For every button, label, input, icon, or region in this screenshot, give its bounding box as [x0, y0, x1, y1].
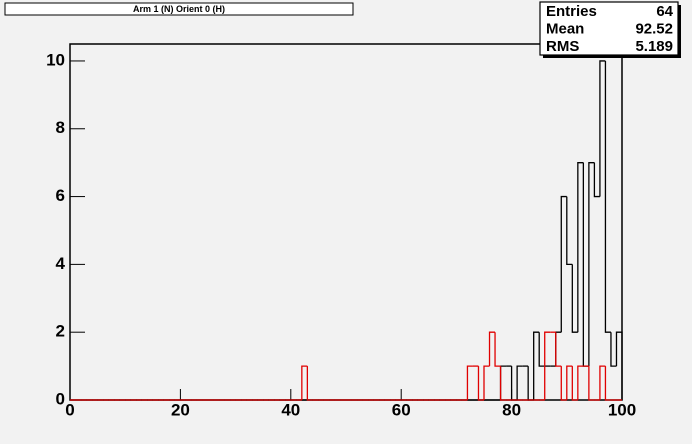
histogram-bin	[615, 331, 623, 400]
stats-value: 92.52	[635, 20, 673, 37]
histogram-bin	[604, 60, 611, 333]
y-tick-label: 6	[56, 186, 65, 205]
histogram-bin	[588, 366, 595, 401]
histogram-bin	[499, 366, 507, 401]
y-tick-label: 4	[56, 254, 66, 273]
histogram-bin	[538, 332, 545, 367]
stats-label: RMS	[546, 38, 579, 55]
x-tick-label: 20	[171, 400, 190, 419]
histogram-bin	[516, 365, 523, 400]
histogram-bin	[566, 365, 573, 400]
x-tick-label: 0	[65, 400, 74, 419]
histogram-bin	[610, 332, 617, 367]
histogram-bin	[301, 365, 308, 400]
histogram-bin	[571, 366, 578, 401]
chart-title: Arm 1 (N) Orient 0 (H)	[133, 4, 225, 14]
stats-label: Mean	[546, 20, 584, 37]
y-tick-label: 10	[46, 50, 65, 69]
histogram-bin	[588, 162, 595, 367]
y-tick-label: 2	[56, 322, 65, 341]
stats-value: 64	[656, 3, 673, 20]
title-box	[4, 2, 354, 16]
y-tick-label: 8	[56, 118, 65, 137]
histogram-bin	[477, 366, 484, 401]
stats-box	[539, 1, 679, 56]
histogram-bin	[571, 264, 578, 333]
x-tick-label: 40	[281, 400, 300, 419]
histogram-bin	[544, 331, 551, 400]
histogram-bin	[466, 365, 473, 400]
y-tick-label: 0	[56, 389, 65, 408]
histogram-bin	[593, 162, 600, 198]
histogram-bin	[560, 195, 567, 333]
histogram-bin	[555, 332, 562, 367]
histogram-bin	[599, 60, 606, 197]
stats-label: Entries	[546, 3, 597, 20]
x-tick-label: 100	[608, 400, 636, 419]
histogram-bin	[306, 366, 313, 401]
histogram-bin	[560, 366, 567, 401]
stats-value: 5.189	[635, 38, 673, 55]
histogram-bin	[566, 196, 573, 266]
x-tick-label: 60	[392, 400, 411, 419]
x-tick-label: 80	[502, 400, 521, 419]
histogram-bin	[604, 366, 611, 401]
histogram-bin	[577, 365, 584, 400]
histogram-bin	[533, 331, 540, 400]
histogram-bin	[577, 162, 584, 333]
histogram-bin	[483, 365, 490, 400]
histogram-bin	[494, 332, 501, 367]
histogram-bin	[599, 365, 606, 400]
histogram-bin	[488, 331, 496, 367]
